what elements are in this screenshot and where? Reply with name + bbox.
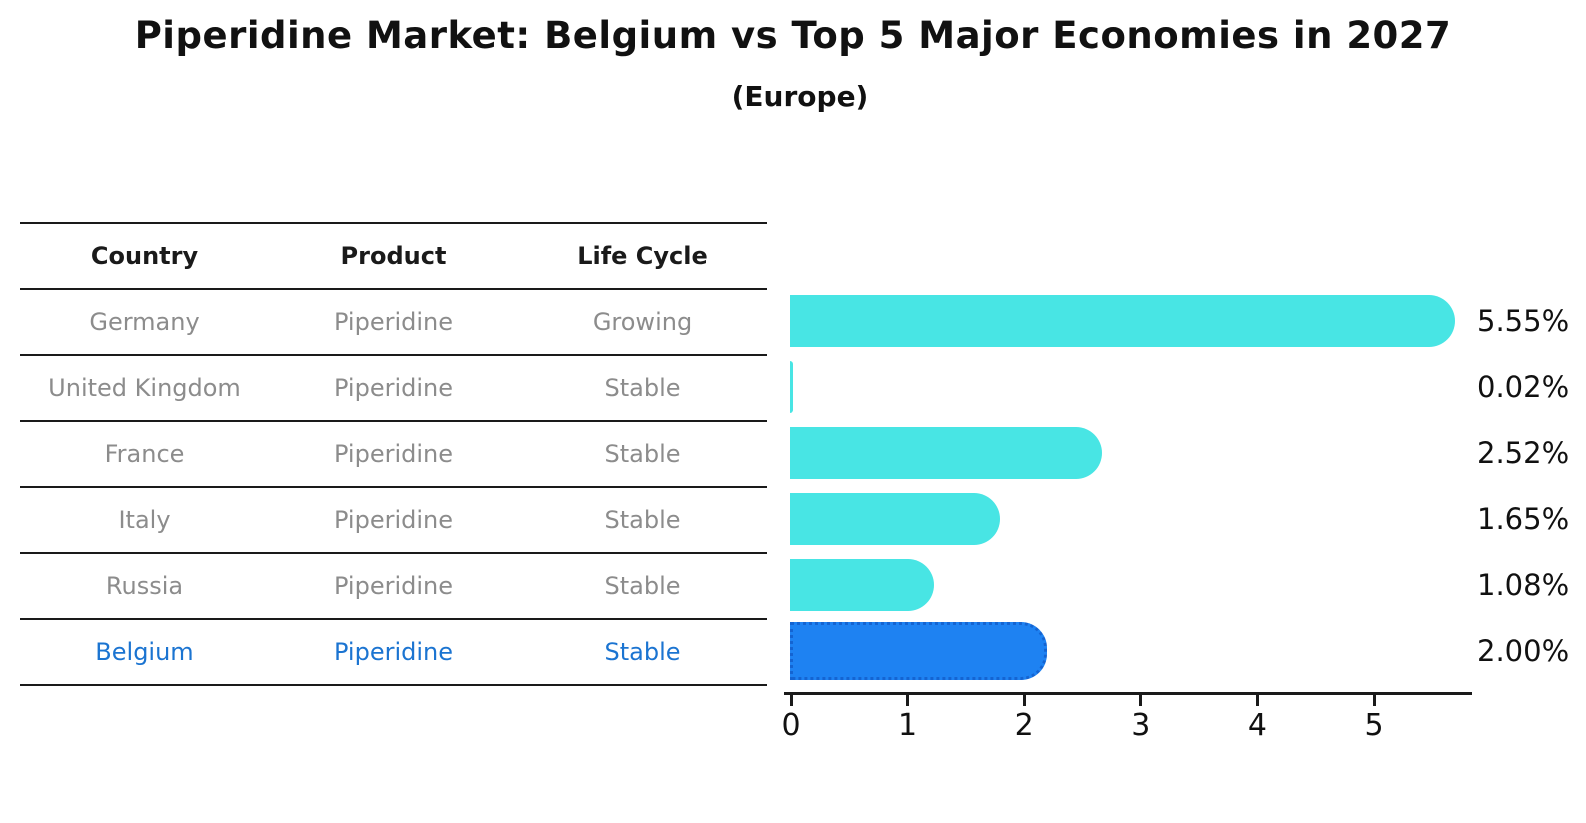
bar-france [790, 427, 1102, 479]
table-row: Germany Piperidine Growing [20, 290, 767, 356]
bar-value-label: 2.52% [1477, 436, 1570, 470]
x-tick-label: 4 [1247, 708, 1267, 743]
x-tick-mark [1022, 694, 1026, 706]
country-cell: Russia [105, 572, 184, 600]
country-cell: Belgium [95, 638, 194, 666]
product-cell: Piperidine [333, 440, 454, 468]
x-tick-mark [1372, 694, 1376, 706]
bar-germany [790, 295, 1456, 347]
bar-value-label: 5.55% [1477, 304, 1570, 338]
table-row: Italy Piperidine Stable [20, 488, 767, 554]
product-cell: Piperidine [333, 572, 454, 600]
country-cell: United Kingdom [48, 374, 241, 402]
product-cell: Piperidine [333, 374, 454, 402]
header-country: Country [90, 242, 199, 270]
bar-value-label: 2.00% [1477, 634, 1570, 668]
bar-value-label: 0.02% [1477, 370, 1570, 404]
life-cycle-cell: Stable [604, 440, 681, 468]
x-axis-line [784, 692, 1472, 695]
x-tick-label: 1 [898, 708, 918, 743]
bar-italy [790, 493, 1001, 545]
table-row: Russia Piperidine Stable [20, 554, 767, 620]
country-cell: France [104, 440, 185, 468]
x-tick-label: 3 [1131, 708, 1151, 743]
header-life-cycle: Life Cycle [577, 242, 708, 270]
x-tick-label: 2 [1014, 708, 1034, 743]
x-tick-mark [1139, 694, 1143, 706]
country-cell: Italy [118, 506, 171, 534]
chart-title: Piperidine Market: Belgium vs Top 5 Majo… [134, 14, 1452, 57]
bar-value-label: 1.65% [1477, 502, 1570, 536]
product-cell: Piperidine [333, 308, 454, 336]
bar-russia [790, 559, 934, 611]
chart-subtitle: (Europe) [731, 80, 869, 113]
life-cycle-cell: Growing [592, 308, 693, 336]
bar-value-label: 1.08% [1477, 568, 1570, 602]
table-row: France Piperidine Stable [20, 422, 767, 488]
life-cycle-cell: Stable [604, 572, 681, 600]
table-row: Belgium Piperidine Stable [20, 620, 767, 686]
table-header-row: Country Product Life Cycle [20, 224, 767, 290]
life-cycle-cell: Stable [604, 374, 681, 402]
x-tick-label: 0 [781, 708, 801, 743]
country-table: Country Product Life Cycle Germany Piperi… [20, 222, 767, 686]
table-row: United Kingdom Piperidine Stable [20, 356, 767, 422]
x-tick-label: 5 [1364, 708, 1384, 743]
life-cycle-cell: Stable [604, 506, 681, 534]
x-tick-mark [1255, 694, 1259, 706]
x-tick-mark [906, 694, 910, 706]
product-cell: Piperidine [333, 506, 454, 534]
life-cycle-cell: Stable [604, 638, 681, 666]
x-tick-mark [789, 694, 793, 706]
table-body: Germany Piperidine Growing United Kingdom Pi… [20, 290, 767, 686]
header-product: Product [340, 242, 447, 270]
country-cell: Germany [89, 308, 200, 336]
bar-belgium [790, 622, 1048, 680]
product-cell: Piperidine [333, 638, 454, 666]
bar-united-kingdom [790, 361, 793, 413]
